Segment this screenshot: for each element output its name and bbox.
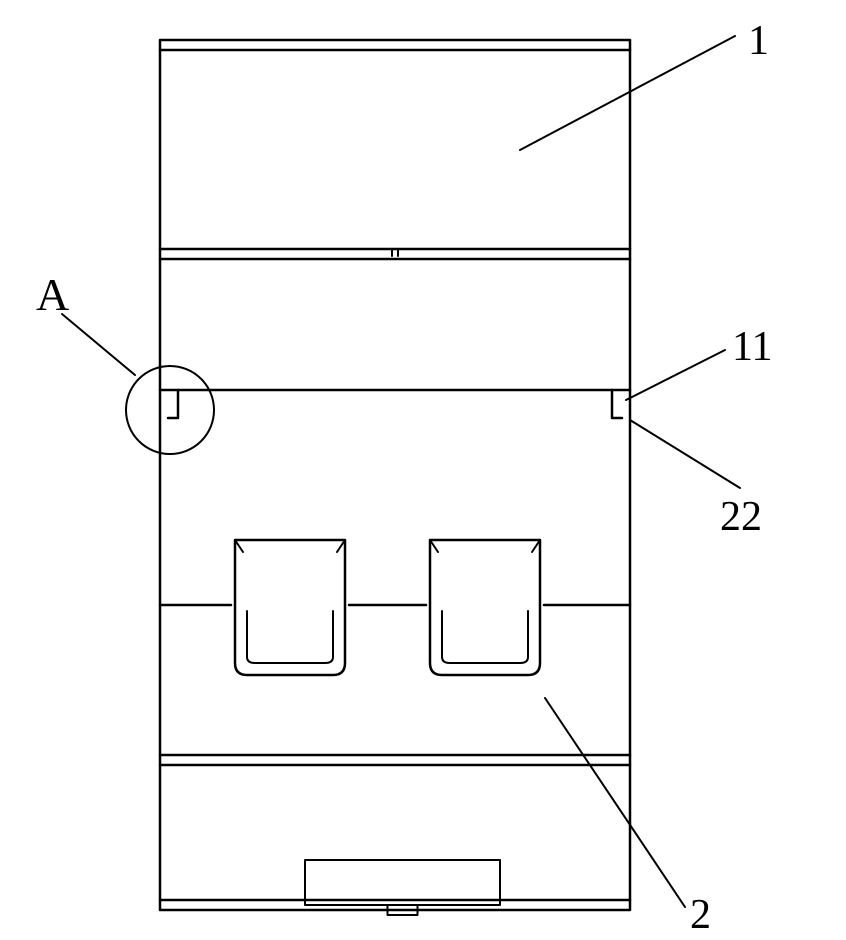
label-1: 1 xyxy=(748,18,769,64)
label-22: 22 xyxy=(720,494,762,540)
label-2: 2 xyxy=(690,892,711,938)
label-11: 11 xyxy=(732,324,772,370)
label-A: A xyxy=(36,269,69,320)
